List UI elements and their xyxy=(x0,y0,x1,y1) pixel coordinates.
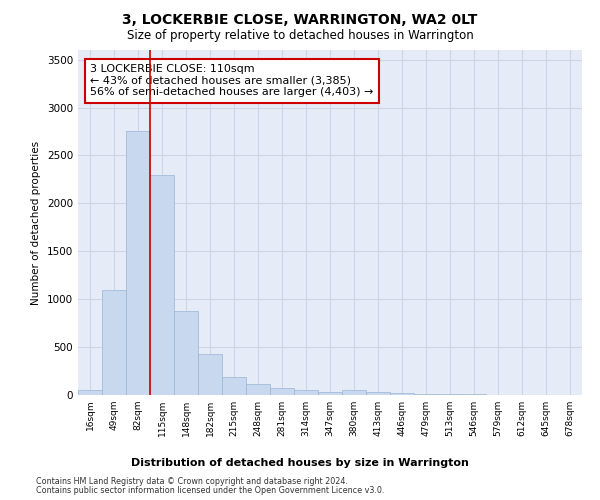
Text: Size of property relative to detached houses in Warrington: Size of property relative to detached ho… xyxy=(127,29,473,42)
Bar xyxy=(414,394,438,395)
Bar xyxy=(342,390,366,395)
Bar xyxy=(318,392,342,395)
Bar xyxy=(222,378,246,395)
Text: Distribution of detached houses by size in Warrington: Distribution of detached houses by size … xyxy=(131,458,469,468)
Text: Contains public sector information licensed under the Open Government Licence v3: Contains public sector information licen… xyxy=(36,486,385,495)
Bar xyxy=(366,392,390,395)
Y-axis label: Number of detached properties: Number of detached properties xyxy=(31,140,41,304)
Bar xyxy=(150,174,174,395)
Bar xyxy=(438,394,462,395)
Bar xyxy=(102,290,126,395)
Bar xyxy=(390,393,414,395)
Text: 3, LOCKERBIE CLOSE, WARRINGTON, WA2 0LT: 3, LOCKERBIE CLOSE, WARRINGTON, WA2 0LT xyxy=(122,12,478,26)
Text: 3 LOCKERBIE CLOSE: 110sqm
← 43% of detached houses are smaller (3,385)
56% of se: 3 LOCKERBIE CLOSE: 110sqm ← 43% of detac… xyxy=(91,64,374,98)
Bar xyxy=(462,394,486,395)
Bar xyxy=(78,390,102,395)
Text: Contains HM Land Registry data © Crown copyright and database right 2024.: Contains HM Land Registry data © Crown c… xyxy=(36,477,348,486)
Bar xyxy=(270,388,294,395)
Bar xyxy=(198,354,222,395)
Bar xyxy=(246,384,270,395)
Bar xyxy=(126,132,150,395)
Bar xyxy=(174,310,198,395)
Bar xyxy=(294,390,318,395)
